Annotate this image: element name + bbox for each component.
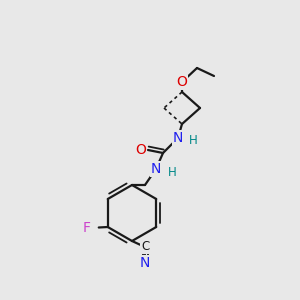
Text: O: O [177,75,188,89]
Text: O: O [135,143,146,157]
Text: N: N [151,162,161,176]
Text: H: H [168,167,177,179]
Text: F: F [83,221,91,235]
Text: N: N [140,256,150,270]
Text: N: N [173,131,183,145]
Text: H: H [189,134,198,148]
Text: C: C [141,241,149,254]
